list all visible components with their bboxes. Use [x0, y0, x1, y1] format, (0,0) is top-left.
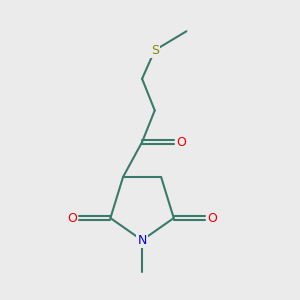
Text: O: O [176, 136, 186, 148]
Text: O: O [67, 212, 77, 225]
Text: O: O [207, 212, 217, 225]
Text: S: S [151, 44, 159, 57]
Text: N: N [137, 234, 147, 247]
